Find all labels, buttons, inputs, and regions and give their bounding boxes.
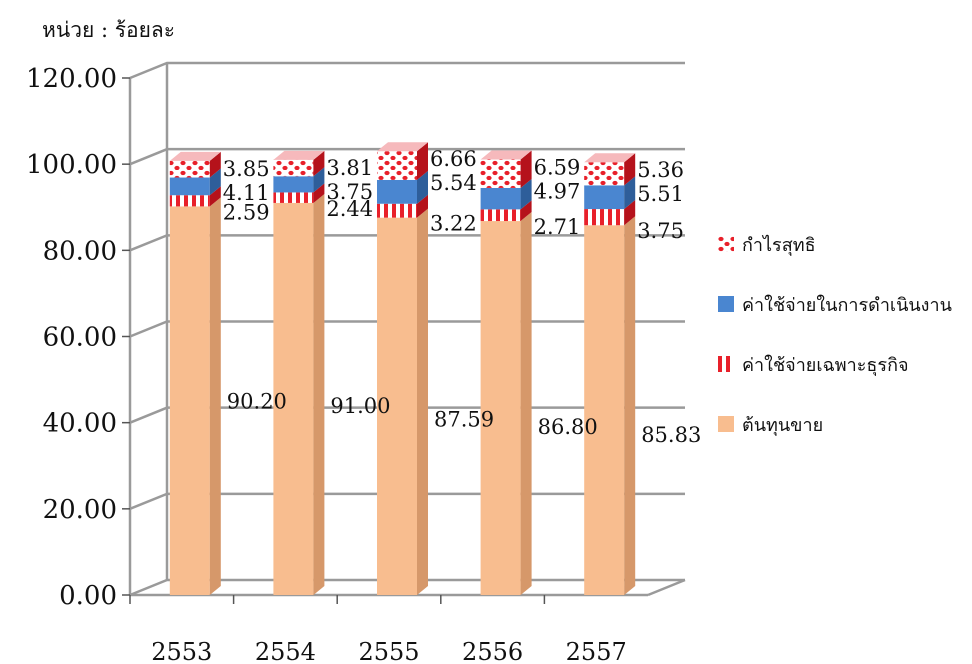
data-label-cost-of-sales: 90.20 xyxy=(227,390,287,414)
data-label-business-expense: 2.59 xyxy=(223,200,270,224)
legend-label: ค่าใช้จ่ายเฉพาะธุรกิจ xyxy=(742,354,909,376)
bar-segment-operating-expense xyxy=(480,187,521,210)
legend-label: กำไรสุทธิ xyxy=(742,234,816,256)
x-tick-label: 2557 xyxy=(566,638,627,664)
bar-segment-cost-of-sales-side xyxy=(313,193,325,596)
legend-swatch xyxy=(718,296,734,312)
bar-segment-cost-of-sales xyxy=(377,217,417,595)
bar-segment-net-profit xyxy=(169,160,210,178)
y-tick-label: 120.00 xyxy=(26,64,117,94)
data-label-operating-expense: 5.51 xyxy=(637,182,684,206)
bar-segment-net-profit xyxy=(273,159,314,177)
data-label-net-profit: 6.59 xyxy=(534,156,581,180)
x-tick-label: 2555 xyxy=(358,638,419,664)
data-label-net-profit: 3.85 xyxy=(223,157,270,181)
bar-segment-net-profit-top xyxy=(377,142,428,152)
bar-segment-net-profit xyxy=(480,159,521,188)
floor-right-edge xyxy=(647,578,686,597)
legend-swatch xyxy=(718,416,734,432)
bar-segment-operating-expense-side xyxy=(624,176,636,210)
bar-segment-net-profit xyxy=(377,151,417,180)
gridline xyxy=(129,147,685,166)
bar-segment-business-expense-side xyxy=(313,183,325,203)
data-label-net-profit: 6.66 xyxy=(430,147,477,171)
data-label-operating-expense: 4.97 xyxy=(534,180,581,204)
bar-segment-operating-expense-side xyxy=(417,170,428,204)
bar-segment-operating-expense-side xyxy=(313,167,325,193)
bar-segment-cost-of-sales-side xyxy=(417,208,428,595)
data-label-operating-expense: 3.75 xyxy=(326,180,373,204)
data-label-cost-of-sales: 91.00 xyxy=(330,394,390,418)
bar-segment-business-expense xyxy=(584,209,625,226)
bar-segment-cost-of-sales-side xyxy=(209,197,221,595)
bar-segment-operating-expense xyxy=(377,179,417,204)
data-label-cost-of-sales: 86.80 xyxy=(538,415,598,439)
bar-segment-business-expense xyxy=(273,192,314,203)
bar-segment-net-profit-side xyxy=(209,151,221,178)
data-label-operating-expense: 5.54 xyxy=(430,171,477,195)
legend-item-cost-of-sales: ต้นทุนขาย xyxy=(718,410,823,438)
bar-segment-net-profit-side xyxy=(313,150,325,177)
bar-segment-operating-expense xyxy=(169,177,210,196)
bar-segment-net-profit-top xyxy=(273,150,325,160)
y-tick-label: 80.00 xyxy=(43,236,117,266)
y-tick-label: 40.00 xyxy=(43,409,117,439)
data-label-business-expense: 2.71 xyxy=(534,215,581,239)
bar-segment-business-expense-side xyxy=(417,194,428,218)
bar-segment-operating-expense-side xyxy=(209,168,221,196)
bar-segment-cost-of-sales xyxy=(480,221,521,595)
data-label-net-profit: 3.81 xyxy=(326,156,373,180)
bar-segment-cost-of-sales-side xyxy=(624,216,636,595)
legend-item-net-profit: กำไรสุทธิ xyxy=(718,230,816,258)
legend-label: ค่าใช้จ่ายในการดำเนินงาน xyxy=(742,294,952,316)
bar-segment-net-profit-side xyxy=(417,142,428,180)
data-label-business-expense: 3.22 xyxy=(430,212,477,236)
bar-segment-business-expense xyxy=(480,209,521,222)
bar-segment-business-expense-side xyxy=(209,186,221,207)
y-tick-label: 0.00 xyxy=(59,581,117,611)
bar-segment-net-profit-side xyxy=(624,153,636,186)
y-tick-label: 60.00 xyxy=(43,323,117,353)
bar-segment-net-profit-top xyxy=(584,153,636,163)
x-tick-label: 2554 xyxy=(255,638,316,664)
x-tick-label: 2553 xyxy=(151,638,212,664)
legend-item-business-expense: ค่าใช้จ่ายเฉพาะธุรกิจ xyxy=(718,350,909,378)
legend-swatch xyxy=(718,356,734,372)
bar-segment-cost-of-sales xyxy=(584,225,625,595)
bar-segment-operating-expense-side xyxy=(520,178,532,210)
legend-item-operating-expense: ค่าใช้จ่ายในการดำเนินงาน xyxy=(718,290,952,318)
bar-segment-net-profit-top xyxy=(480,150,532,160)
unit-label: หน่วย : ร้อยละ xyxy=(42,18,176,42)
data-label-net-profit: 5.36 xyxy=(637,158,684,182)
x-tick-label: 2556 xyxy=(462,638,523,664)
legend-swatch xyxy=(718,236,734,252)
bar-segment-net-profit-side xyxy=(520,150,532,188)
data-label-business-expense: 3.75 xyxy=(637,219,684,243)
bar-segment-business-expense xyxy=(377,203,417,218)
bar-segment-cost-of-sales-side xyxy=(520,212,532,595)
data-label-cost-of-sales: 87.59 xyxy=(434,407,494,431)
bar-segment-cost-of-sales xyxy=(169,206,210,595)
bar-segment-business-expense-side xyxy=(624,200,636,226)
y-tick-label: 100.00 xyxy=(26,150,117,180)
y-tick-label: 20.00 xyxy=(43,495,117,525)
data-label-cost-of-sales: 85.83 xyxy=(641,423,701,447)
bar-segment-business-expense xyxy=(169,195,210,207)
gridline xyxy=(129,61,685,80)
bar-segment-operating-expense xyxy=(273,176,314,193)
bar-segment-business-expense-side xyxy=(520,200,532,222)
bar-segment-net-profit xyxy=(584,162,625,186)
bar-segment-cost-of-sales xyxy=(273,202,314,596)
bar-segment-net-profit-top xyxy=(169,151,221,161)
data-label-business-expense: 2.44 xyxy=(326,197,373,221)
bar-segment-operating-expense xyxy=(584,185,625,210)
data-label-operating-expense: 4.11 xyxy=(223,181,270,205)
legend-label: ต้นทุนขาย xyxy=(742,414,824,436)
